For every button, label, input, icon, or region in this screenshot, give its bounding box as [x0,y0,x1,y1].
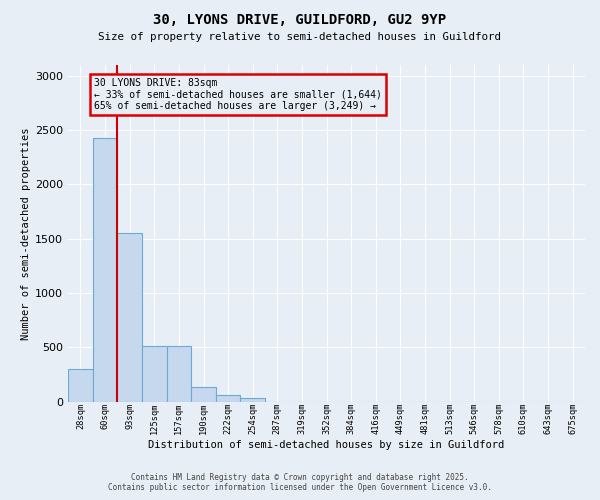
Bar [241,398,265,402]
Bar [93,138,118,402]
Text: Size of property relative to semi-detached houses in Guildford: Size of property relative to semi-detach… [98,32,502,42]
Bar [142,346,167,402]
Text: 30 LYONS DRIVE: 83sqm
← 33% of semi-detached houses are smaller (1,644)
65% of s: 30 LYONS DRIVE: 83sqm ← 33% of semi-deta… [94,78,382,111]
Bar [167,346,191,402]
X-axis label: Distribution of semi-detached houses by size in Guildford: Distribution of semi-detached houses by … [148,440,505,450]
Bar [68,369,93,402]
Text: 30, LYONS DRIVE, GUILDFORD, GU2 9YP: 30, LYONS DRIVE, GUILDFORD, GU2 9YP [154,12,446,26]
Bar [216,395,241,402]
Text: Contains HM Land Registry data © Crown copyright and database right 2025.
Contai: Contains HM Land Registry data © Crown c… [108,473,492,492]
Y-axis label: Number of semi-detached properties: Number of semi-detached properties [21,127,31,340]
Bar [118,234,142,402]
Bar [191,388,216,402]
